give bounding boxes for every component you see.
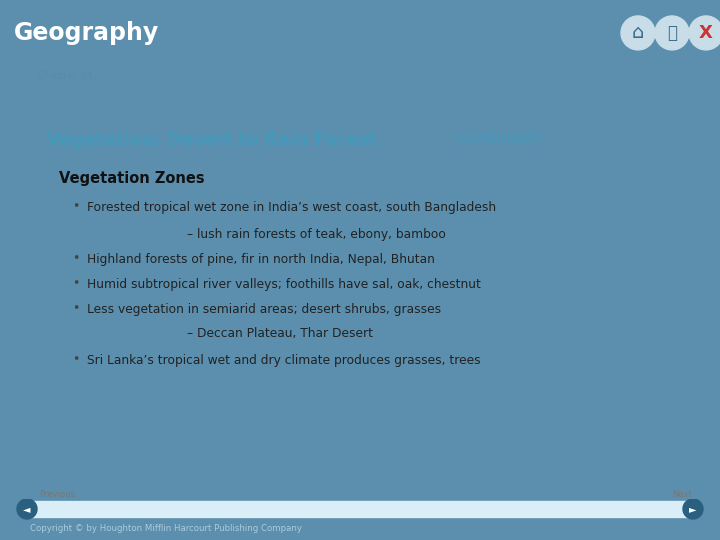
Circle shape [689,16,720,50]
Text: Next: Next [672,490,692,499]
Text: – lush rain forests of teak, ebony, bamboo: – lush rain forests of teak, ebony, bamb… [187,228,446,241]
Text: •: • [72,200,79,213]
Bar [27,501,693,517]
Text: Vegetation Zones: Vegetation Zones [60,171,205,186]
Text: Forested tropical wet zone in India’s west coast, south Bangladesh: Forested tropical wet zone in India’s we… [87,201,496,214]
Text: Humid subtropical river valleys; foothills have sal, oak, chestnut: Humid subtropical river valleys; foothil… [87,278,481,291]
Text: Geography: Geography [14,21,159,45]
Text: Previous: Previous [39,490,75,499]
Text: Chapter 24: Chapter 24 [37,71,92,80]
Text: {continued}: {continued} [447,131,543,146]
Text: Sri Lanka’s tropical wet and dry climate produces grasses, trees: Sri Lanka’s tropical wet and dry climate… [87,354,480,367]
Text: ►: ► [689,504,697,514]
Text: ⎙: ⎙ [667,24,677,42]
Text: Copyright © by Houghton Mifflin Harcourt Publishing Company: Copyright © by Houghton Mifflin Harcourt… [30,524,302,534]
Circle shape [655,16,689,50]
Text: •: • [72,252,79,265]
Text: Highland forests of pine, fir in north India, Nepal, Bhutan: Highland forests of pine, fir in north I… [87,253,435,266]
Circle shape [621,16,655,50]
Text: X: X [699,24,713,42]
Text: – Deccan Plateau, Thar Desert: – Deccan Plateau, Thar Desert [187,327,373,340]
Text: Less vegetation in semiarid areas; desert shrubs, grasses: Less vegetation in semiarid areas; deser… [87,303,441,316]
Circle shape [683,499,703,519]
Circle shape [17,499,37,519]
Text: ◄: ◄ [23,504,31,514]
Text: Vegetation: Desert to Rain Forest: Vegetation: Desert to Rain Forest [48,131,377,149]
Text: ⌂: ⌂ [632,23,644,43]
Text: •: • [72,353,79,366]
Text: •: • [72,302,79,315]
Text: •: • [72,276,79,289]
